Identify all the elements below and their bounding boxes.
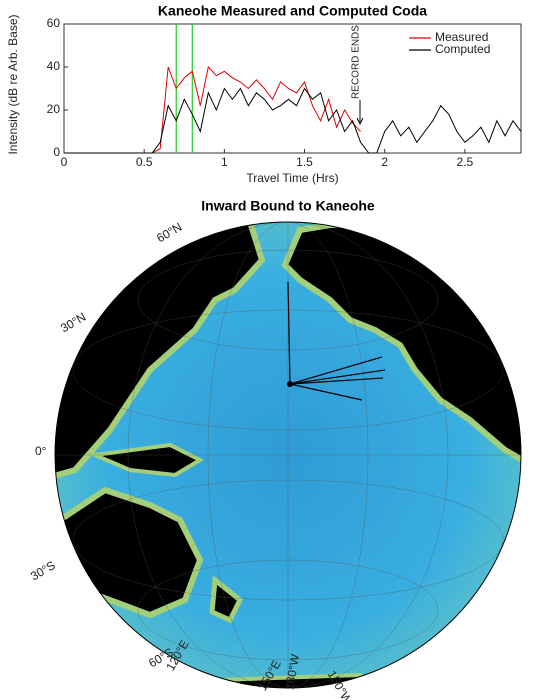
x-tick-label: 2.5 — [457, 155, 474, 169]
annotation: RECORD ENDS — [351, 25, 362, 99]
lat-label: 30°N — [58, 310, 88, 336]
indonesia — [87, 442, 205, 478]
y-tick-label: 20 — [47, 102, 61, 116]
x-tick-label: 1 — [221, 155, 228, 169]
legend-label: Computed — [435, 42, 490, 56]
graticule — [55, 222, 521, 688]
legend-label: Measured — [435, 30, 488, 44]
kaneohe — [287, 381, 293, 387]
lat-label: 0° — [35, 444, 47, 458]
lat-label: 60°N — [154, 220, 184, 246]
y-tick-label: 0 — [53, 145, 60, 159]
y-tick-label: 40 — [47, 59, 61, 73]
series-line — [64, 87, 522, 154]
map-title: Inward Bound to Kaneohe — [201, 198, 375, 214]
line-chart: Kaneohe Measured and Computed Coda 0 0.5 1 1… — [6, 3, 522, 185]
map: Inward Bound to Kaneohe 60°N 30°N 0° 30°… — [28, 198, 522, 700]
ray-paths — [287, 281, 386, 401]
y-tick-label: 60 — [47, 16, 61, 30]
x-axis-label: Travel Time (Hrs) — [246, 171, 338, 185]
lon-label: 180°W — [282, 652, 302, 691]
chart-title: Kaneohe Measured and Computed Coda — [158, 3, 427, 19]
y-axis-label: Intensity (dB re Arb. Base) — [6, 14, 20, 154]
series-line — [64, 65, 361, 154]
globe-edge — [54, 221, 522, 689]
x-tick-label: 0.5 — [136, 155, 153, 169]
new-zealand — [209, 575, 244, 624]
plot-frame — [63, 23, 522, 154]
lat-label: 30°S — [28, 558, 58, 583]
annotation-arrowhead — [356, 117, 364, 126]
x-tick-label: 0 — [61, 155, 68, 169]
x-tick-label: 2 — [381, 155, 388, 169]
x-tick-label: 1.5 — [296, 155, 313, 169]
